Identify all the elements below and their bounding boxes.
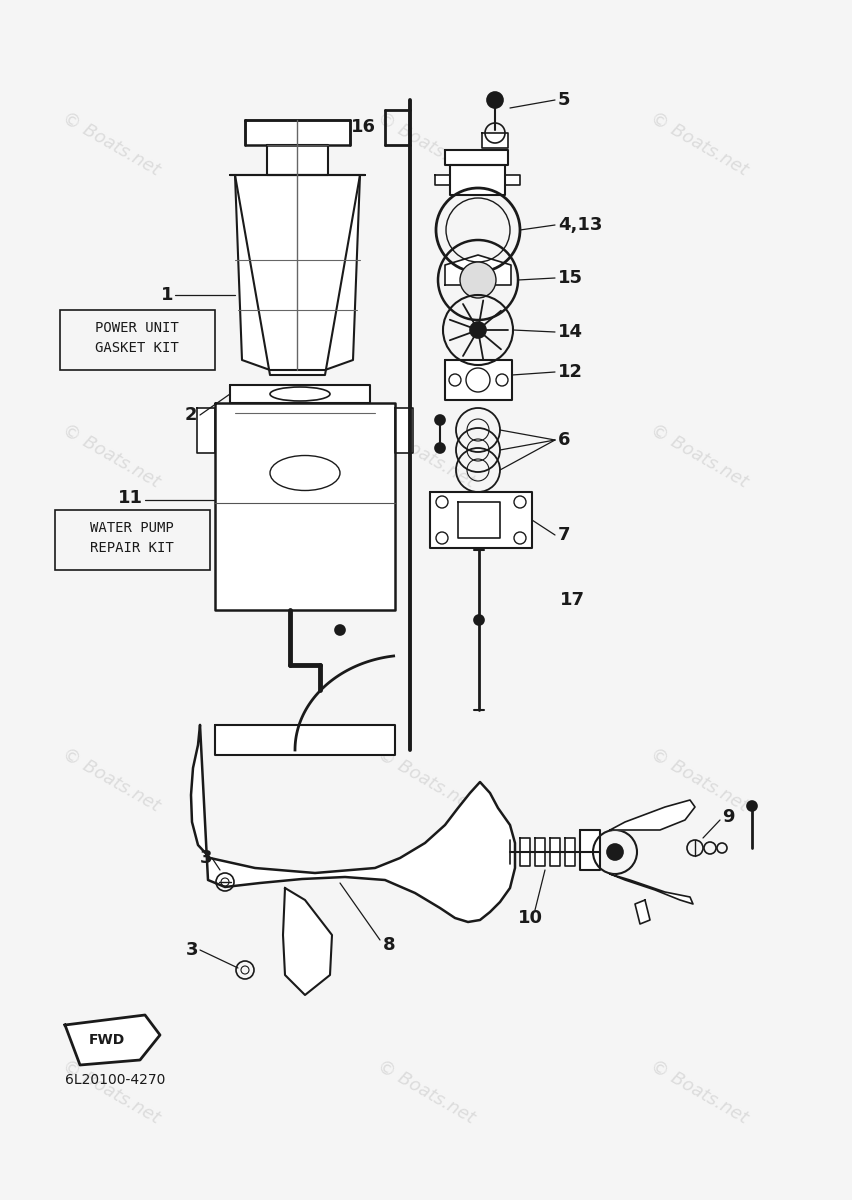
Polygon shape: [267, 145, 328, 175]
Text: 2: 2: [184, 406, 197, 424]
Text: © Boats.net: © Boats.net: [59, 1057, 163, 1127]
Polygon shape: [504, 175, 520, 185]
Circle shape: [469, 322, 486, 338]
Circle shape: [335, 625, 344, 635]
Circle shape: [435, 443, 445, 452]
Text: © Boats.net: © Boats.net: [374, 745, 478, 815]
Text: 7: 7: [557, 526, 570, 544]
Polygon shape: [215, 725, 394, 755]
Text: 4,13: 4,13: [557, 216, 602, 234]
Text: © Boats.net: © Boats.net: [374, 1057, 478, 1127]
Polygon shape: [579, 830, 599, 870]
Polygon shape: [609, 800, 694, 830]
Polygon shape: [458, 502, 499, 538]
Text: 3: 3: [199, 848, 212, 866]
Polygon shape: [450, 164, 504, 194]
Text: © Boats.net: © Boats.net: [59, 745, 163, 815]
Polygon shape: [634, 900, 649, 924]
Polygon shape: [429, 492, 532, 548]
Polygon shape: [230, 175, 365, 374]
Bar: [60, 310, 215, 370]
Polygon shape: [564, 838, 574, 866]
Polygon shape: [609, 874, 692, 904]
Circle shape: [459, 262, 495, 298]
Text: © Boats.net: © Boats.net: [647, 745, 751, 815]
Polygon shape: [534, 838, 544, 866]
Text: FWD: FWD: [89, 1033, 125, 1046]
Text: 1: 1: [160, 286, 173, 304]
Text: POWER UNIT: POWER UNIT: [95, 320, 179, 335]
Polygon shape: [215, 403, 394, 610]
Polygon shape: [245, 120, 349, 145]
Text: © Boats.net: © Boats.net: [374, 421, 478, 491]
Text: 11: 11: [118, 488, 143, 506]
Circle shape: [486, 92, 503, 108]
Text: WATER PUMP: WATER PUMP: [90, 521, 174, 535]
Polygon shape: [230, 385, 370, 403]
Text: © Boats.net: © Boats.net: [647, 1057, 751, 1127]
Text: © Boats.net: © Boats.net: [647, 421, 751, 491]
Bar: [55, 510, 210, 570]
Polygon shape: [445, 254, 510, 284]
Polygon shape: [197, 408, 215, 452]
Polygon shape: [191, 725, 515, 922]
Text: 6: 6: [557, 431, 570, 449]
Text: 10: 10: [517, 910, 542, 926]
Circle shape: [746, 802, 756, 811]
Text: 17: 17: [560, 590, 584, 608]
Polygon shape: [445, 360, 511, 400]
Text: 8: 8: [383, 936, 395, 954]
Text: © Boats.net: © Boats.net: [374, 109, 478, 179]
Circle shape: [435, 415, 445, 425]
Text: 12: 12: [557, 362, 582, 380]
Circle shape: [607, 844, 622, 860]
Text: 14: 14: [557, 323, 582, 341]
Polygon shape: [394, 408, 412, 452]
Polygon shape: [435, 175, 450, 185]
Polygon shape: [481, 133, 508, 148]
Text: GASKET KIT: GASKET KIT: [95, 341, 179, 355]
Text: 5: 5: [557, 91, 570, 109]
Text: 15: 15: [557, 269, 582, 287]
Text: © Boats.net: © Boats.net: [59, 421, 163, 491]
Polygon shape: [234, 175, 360, 370]
Text: 6L20100-4270: 6L20100-4270: [65, 1073, 165, 1087]
Circle shape: [474, 614, 483, 625]
Polygon shape: [550, 838, 560, 866]
Polygon shape: [445, 150, 508, 164]
Text: 3: 3: [185, 941, 198, 959]
Polygon shape: [65, 1015, 160, 1066]
Text: © Boats.net: © Boats.net: [647, 109, 751, 179]
Polygon shape: [520, 838, 529, 866]
Text: © Boats.net: © Boats.net: [59, 109, 163, 179]
Text: 16: 16: [350, 118, 376, 136]
Polygon shape: [283, 888, 331, 995]
Text: 9: 9: [721, 808, 734, 826]
Text: REPAIR KIT: REPAIR KIT: [90, 541, 174, 554]
